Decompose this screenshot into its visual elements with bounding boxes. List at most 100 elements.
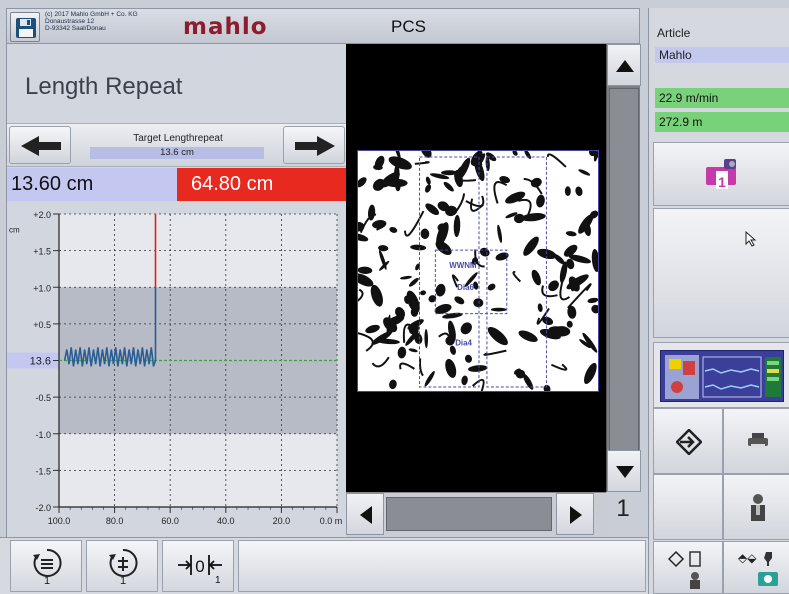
fabric-leaf <box>358 233 369 242</box>
fabric-leaf <box>523 236 539 256</box>
fabric-stem <box>358 332 374 352</box>
fabric-leaf <box>575 186 583 197</box>
copyright-line-1: (c) 2017 Mahlo GmbH + Co. KG <box>45 11 138 18</box>
y-tick-label: -2.0 <box>35 503 51 513</box>
previous-button[interactable] <box>9 126 71 164</box>
y-tick-label: +1.0 <box>33 283 51 293</box>
fabric-stem <box>414 161 430 165</box>
camera-view: WWNM Dia6 Dia4 <box>346 44 606 492</box>
scroll-down-button[interactable] <box>607 450 641 492</box>
length-repeat-mode-1-button[interactable]: 1 <box>10 540 82 592</box>
fabric-stem <box>371 356 390 368</box>
fabric-leaf <box>415 263 420 271</box>
width-measure-icon: 0 <box>178 555 222 576</box>
fabric-leaf <box>420 151 432 158</box>
fabric-leaf <box>430 173 450 180</box>
page-title: Length Repeat <box>25 73 183 100</box>
length-repeat-mode-2-button[interactable]: 1 <box>86 540 158 592</box>
mouse-cursor-icon <box>745 231 757 247</box>
article-label: Article <box>657 26 691 40</box>
fabric-leaf <box>537 303 543 313</box>
fabric-leaf <box>443 181 454 192</box>
x-tick-label: 0.0 m <box>320 516 343 526</box>
fabric-leaf <box>518 330 538 342</box>
fabric-leaf <box>566 320 573 328</box>
fabric-leaf <box>490 307 507 312</box>
fabric-stem <box>541 285 558 298</box>
y-tick-label: +1.5 <box>33 247 51 257</box>
fabric-leaf <box>441 170 458 176</box>
fabric-leaf <box>543 384 551 391</box>
fabric-leaf <box>542 316 554 326</box>
empty-button <box>653 474 723 540</box>
scroll-right-button[interactable] <box>556 493 594 535</box>
fabric-leaf <box>358 273 374 287</box>
fabric-leaf <box>473 281 479 290</box>
svg-text:1: 1 <box>120 575 126 587</box>
fabric-leaf <box>358 266 373 274</box>
fabric-stem <box>404 210 425 237</box>
target-label-highlight <box>7 352 59 369</box>
fabric-leaf <box>587 297 598 304</box>
fabric-leaf <box>405 330 419 346</box>
fabric-leaf <box>378 249 387 270</box>
next-button[interactable] <box>283 126 345 164</box>
fabric-leaf <box>568 254 591 264</box>
fabric-stem <box>402 323 419 343</box>
save-button[interactable] <box>10 12 40 42</box>
fabric-leaf <box>477 153 486 166</box>
fabric-leaf <box>536 194 545 208</box>
y-tick-label: -0.5 <box>35 393 51 403</box>
printer-icon <box>748 433 768 448</box>
fabric-leaf <box>553 253 565 265</box>
fabric-leaf <box>582 332 598 353</box>
horizontal-scrollbar[interactable] <box>346 492 606 535</box>
bottom-toolbar: 1 1 0 1 <box>0 537 648 594</box>
fabric-leaf <box>389 227 398 233</box>
fabric-stem <box>454 166 477 182</box>
triangle-left-icon <box>360 506 372 524</box>
scroll-left-button[interactable] <box>346 493 384 535</box>
fabric-leaf <box>408 277 419 287</box>
fabric-leaf <box>485 152 497 162</box>
arrow-left-icon <box>21 136 61 156</box>
fabric-leaf <box>567 305 577 319</box>
detection-frame <box>434 249 508 315</box>
vertical-scroll-thumb[interactable] <box>609 88 639 452</box>
width-measure-button[interactable]: 0 1 <box>162 540 234 592</box>
triangle-right-icon <box>570 506 582 524</box>
camera-select-button[interactable]: 1 <box>653 142 789 206</box>
fabric-leaf <box>531 269 541 286</box>
fabric-leaf <box>404 295 410 304</box>
fabric-leaf <box>579 339 591 349</box>
overview-button[interactable] <box>653 342 789 408</box>
x-tick-label: 80.0 <box>106 516 124 526</box>
fabric-leaf <box>424 329 429 349</box>
scroll-up-button[interactable] <box>607 44 641 86</box>
fabric-leaf <box>389 379 397 390</box>
arrow-right-icon <box>295 136 335 156</box>
fabric-overlay-label: Dia6 <box>457 283 474 292</box>
fabric-leaf <box>400 275 412 280</box>
y-tick-label: -1.5 <box>35 466 51 476</box>
measured-value: 13.60 cm <box>7 168 177 201</box>
vertical-scrollbar[interactable] <box>606 44 641 492</box>
print-button[interactable] <box>723 408 789 474</box>
fabric-overlay-label: Dia4 <box>455 338 472 347</box>
target-value: 13.6 cm <box>90 147 264 159</box>
operator-icon <box>751 494 765 521</box>
fabric-leaf <box>365 324 380 334</box>
operator-button[interactable] <box>723 474 789 540</box>
fabric-leaf <box>559 261 568 283</box>
fabric-leaf <box>464 272 478 287</box>
x-tick-label: 40.0 <box>217 516 235 526</box>
horizontal-scroll-thumb[interactable] <box>386 497 552 531</box>
fabric-leaf <box>497 224 503 243</box>
fabric-leaf <box>454 296 465 305</box>
tools-shortcut-button[interactable]: ⬘⬙ <box>723 541 789 594</box>
fabric-leaf <box>505 212 518 219</box>
x-tick-label: 100.0 <box>48 516 71 526</box>
fabric-leaf <box>564 186 571 197</box>
settings-shortcut-button[interactable] <box>653 541 723 594</box>
enter-button[interactable] <box>653 408 723 474</box>
